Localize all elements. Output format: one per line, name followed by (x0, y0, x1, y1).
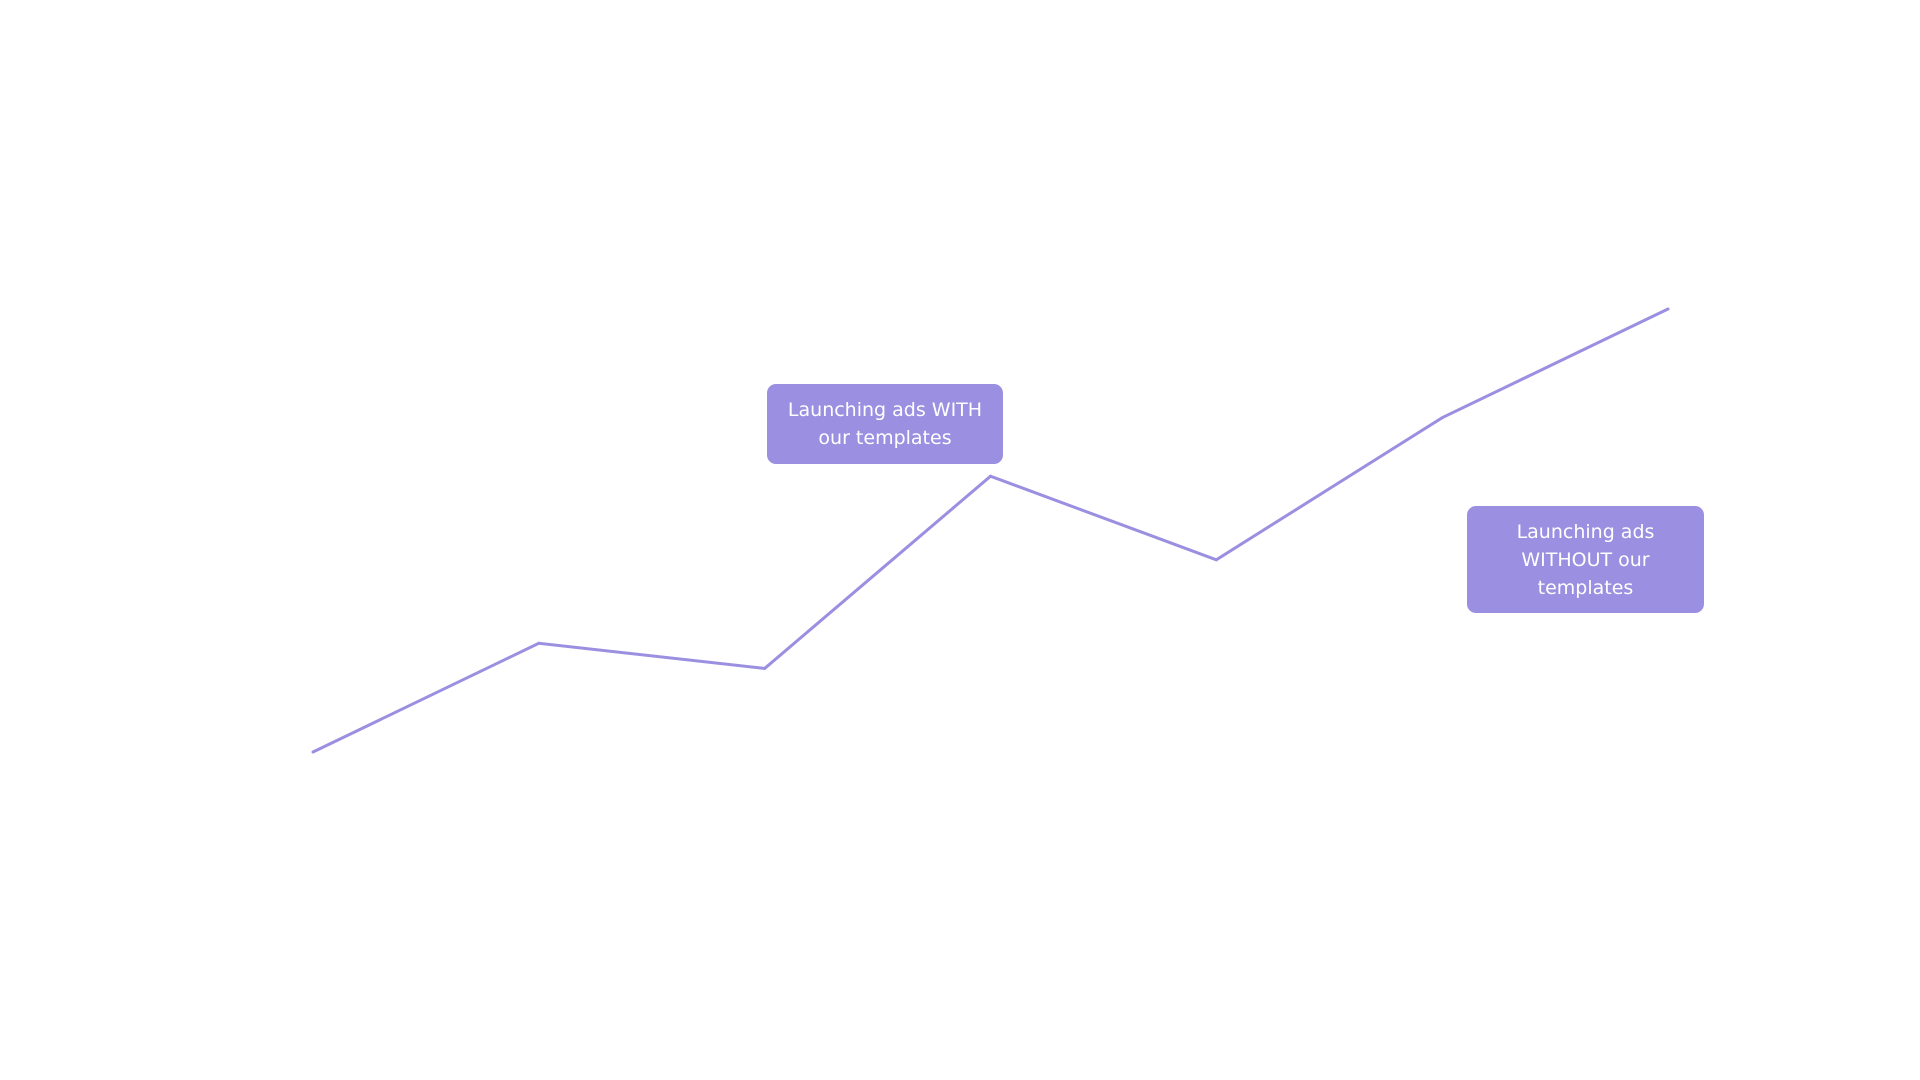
callout-without-templates-text: Launching ads WITHOUT our templates (1516, 520, 1655, 599)
callout-with-templates-text: Launching ads WITH our templates (787, 399, 983, 449)
data-point-0-6 (1666, 307, 1670, 311)
callout-without-templates: Launching ads WITHOUT our templates (1467, 506, 1704, 613)
data-point-0-2 (763, 666, 767, 670)
data-point-0-3 (989, 474, 992, 478)
callout-with-templates: Launching ads WITH our templates (767, 384, 1003, 464)
series-group (311, 307, 1670, 754)
series-line-0 (312, 307, 1669, 754)
data-point-0-5 (1440, 416, 1444, 420)
data-point-0-4 (1214, 558, 1218, 562)
data-point-0-1 (537, 641, 541, 645)
data-point-0-0 (311, 750, 315, 754)
